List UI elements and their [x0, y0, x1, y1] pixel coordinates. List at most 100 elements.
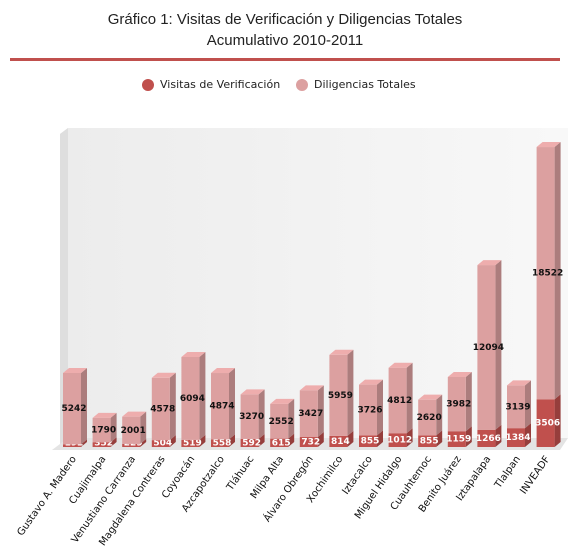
value-label: 3270: [239, 412, 264, 422]
bar-side: [377, 430, 383, 447]
bar-side: [554, 142, 561, 400]
value-label: 615: [272, 438, 291, 448]
value-label: 1012: [387, 436, 412, 446]
bar-side: [317, 432, 324, 447]
bar: [329, 354, 348, 436]
value-label: 1384: [505, 433, 530, 443]
bar: [63, 444, 81, 447]
value-label: 18522: [532, 269, 563, 279]
value-label: 1159: [446, 435, 471, 445]
x-tick-label: Álvaro Obregón: [260, 453, 315, 524]
bar: [388, 433, 407, 447]
bar: [329, 435, 348, 447]
bar-top: [329, 349, 354, 355]
value-label: 855: [361, 437, 380, 447]
bar-top: [447, 371, 472, 377]
bar: [92, 417, 111, 443]
bar: [507, 428, 525, 447]
bar: [299, 437, 318, 447]
bar-top: [359, 379, 383, 385]
value-label: 592: [242, 438, 261, 448]
bar: [122, 416, 141, 444]
bar-top: [92, 412, 117, 418]
bar: [151, 377, 170, 441]
bar-side: [465, 371, 472, 432]
bar-side: [229, 434, 235, 447]
value-label: 732: [301, 438, 320, 448]
plot-side: [60, 128, 68, 444]
bar-side: [110, 437, 117, 447]
bar-side: [199, 434, 206, 447]
legend-swatch: [142, 79, 154, 91]
bar-side: [525, 423, 531, 447]
value-label: 6094: [180, 394, 205, 404]
value-label: 3427: [298, 409, 323, 419]
bar: [447, 376, 466, 432]
x-tick-label: Tláhuac: [224, 454, 257, 494]
bar: [92, 442, 111, 447]
value-label: 814: [331, 437, 350, 447]
bar-side: [169, 435, 176, 447]
bar-side: [495, 260, 502, 430]
bar-side: [317, 385, 324, 438]
bar: [359, 384, 377, 436]
bar-top: [299, 385, 324, 391]
bar-side: [436, 394, 443, 436]
bar-side: [81, 439, 87, 447]
value-label: 3506: [535, 419, 560, 429]
value-label: 3139: [505, 402, 530, 412]
bar-side: [140, 438, 147, 447]
bar-side: [288, 398, 295, 439]
bar: [418, 399, 437, 436]
bar: [211, 439, 229, 447]
chart-subtitle: Acumulativo 2010-2011: [207, 32, 364, 49]
bar: [151, 440, 170, 447]
bar-top: [270, 398, 295, 404]
chart-title: Gráfico 1: Visitas de Verificación y Dil…: [108, 11, 463, 28]
bar-side: [525, 380, 531, 429]
bar: [270, 403, 289, 439]
value-label: 4812: [387, 396, 412, 406]
value-label: 1790: [91, 426, 116, 436]
bar: [181, 356, 200, 440]
bar: [536, 399, 555, 447]
bar: [122, 443, 141, 447]
value-label: 558: [213, 439, 232, 449]
value-label: 5242: [61, 404, 86, 414]
value-label: 5959: [328, 391, 353, 401]
value-label: 504: [153, 439, 172, 449]
bar-top: [211, 368, 235, 374]
bar-top: [536, 142, 561, 148]
bar: [240, 394, 259, 439]
bar-side: [347, 349, 354, 436]
bar-side: [169, 372, 176, 441]
bar: [240, 438, 259, 447]
bar: [270, 438, 289, 447]
value-label: 1266: [476, 434, 501, 444]
value-label: 519: [183, 439, 202, 449]
value-label: 2001: [121, 426, 146, 436]
bar-side: [554, 394, 561, 447]
bar-side: [140, 411, 147, 444]
bar-side: [81, 368, 87, 445]
bar: [63, 373, 81, 445]
bar: [211, 373, 229, 440]
bar-top: [388, 362, 413, 368]
bar: [447, 431, 466, 447]
value-label: 4578: [150, 404, 175, 414]
divider: [10, 58, 560, 61]
bar-side: [495, 424, 502, 447]
bar-side: [377, 379, 383, 436]
x-tick-label: INVEADF: [518, 454, 552, 496]
bar-side: [347, 430, 354, 447]
bar: [418, 435, 437, 447]
bar: [299, 390, 318, 438]
x-tick-label: Tlalpan: [492, 454, 523, 491]
bar-side: [258, 389, 265, 439]
bar: [536, 147, 555, 400]
bar: [507, 385, 525, 429]
bar: [477, 429, 496, 447]
bar-side: [199, 351, 206, 440]
legend-swatch: [296, 79, 308, 91]
